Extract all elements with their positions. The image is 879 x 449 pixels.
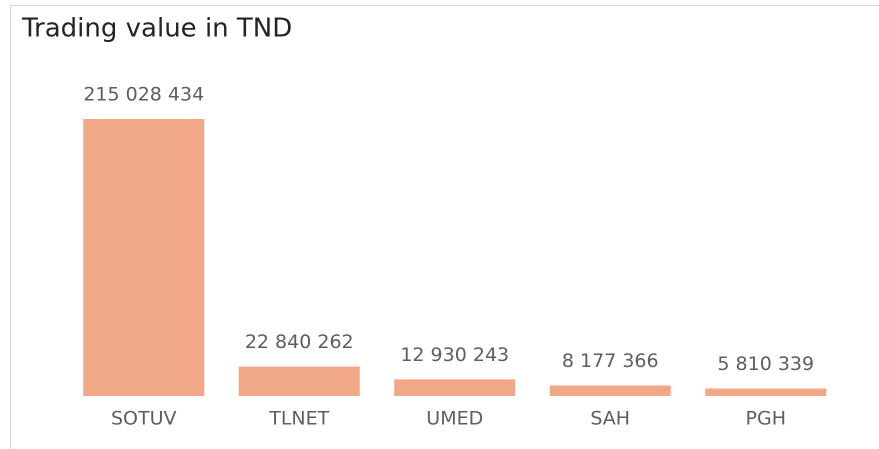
- value-label: 5 810 339: [717, 353, 814, 375]
- x-tick-label: SAH: [590, 408, 630, 430]
- value-label: 22 840 262: [245, 331, 354, 353]
- bar: [83, 119, 205, 396]
- x-tick-label: SOTUV: [111, 408, 177, 430]
- chart-title: Trading value in TND: [21, 14, 292, 44]
- x-tick-label: PGH: [746, 408, 786, 430]
- bar: [549, 385, 671, 396]
- value-label: 215 028 434: [83, 84, 204, 106]
- bar: [705, 388, 827, 396]
- x-tick-label: TLNET: [268, 408, 329, 430]
- bar: [238, 366, 360, 396]
- bar: [394, 379, 516, 396]
- x-tick-label: UMED: [426, 408, 483, 430]
- frame: [10, 5, 879, 449]
- value-label: 8 177 366: [562, 350, 659, 372]
- value-label: 12 930 243: [400, 344, 509, 366]
